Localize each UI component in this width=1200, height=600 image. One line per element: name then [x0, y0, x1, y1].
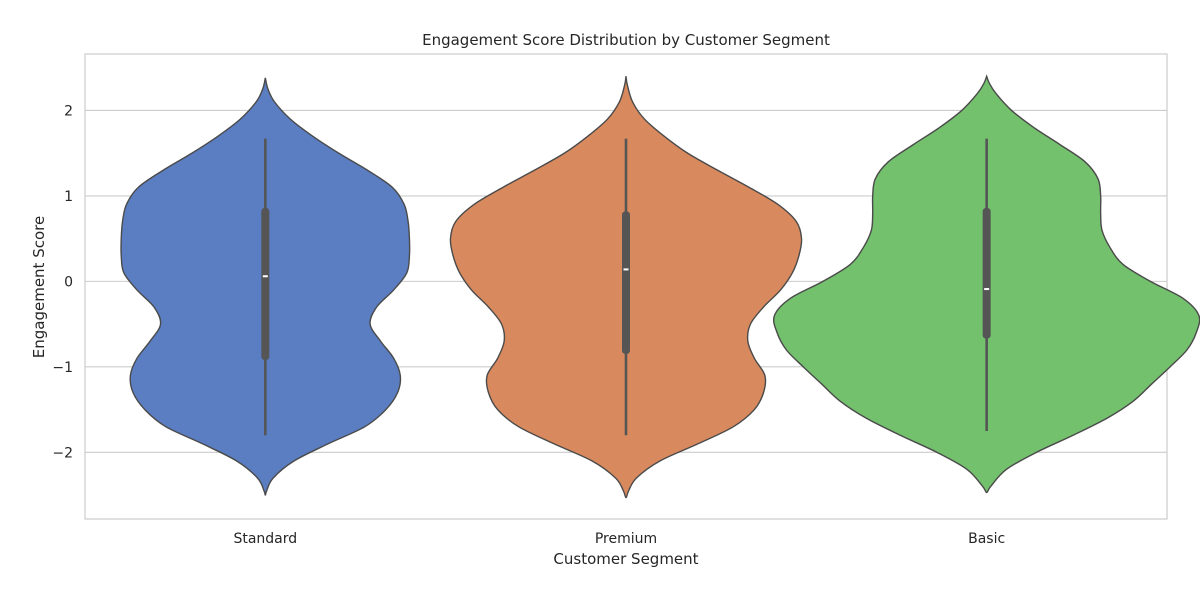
- tick-layer: 2 1 0 −1 −2 Standard Premium Basic: [52, 103, 1005, 547]
- y-tick-label: −2: [52, 445, 73, 461]
- y-tick-label: 0: [64, 274, 73, 290]
- y-tick-label: 2: [64, 103, 73, 119]
- iqr-box: [261, 207, 270, 361]
- iqr-box: [622, 211, 630, 355]
- y-tick-label: −1: [52, 360, 73, 376]
- x-tick-label: Standard: [233, 531, 297, 547]
- violin-layer: [120, 74, 1200, 499]
- y-axis-label: Engagement Score: [30, 216, 48, 358]
- x-tick-label: Basic: [968, 531, 1005, 547]
- x-axis-label: Customer Segment: [553, 550, 698, 568]
- violin-standard: [120, 77, 411, 496]
- y-tick-label: 1: [64, 189, 73, 205]
- iqr-box: [982, 207, 991, 339]
- x-tick-label: Premium: [595, 531, 657, 547]
- chart-title: Engagement Score Distribution by Custome…: [422, 31, 830, 49]
- violin-premium: [449, 76, 803, 499]
- violin-basic: [772, 74, 1200, 494]
